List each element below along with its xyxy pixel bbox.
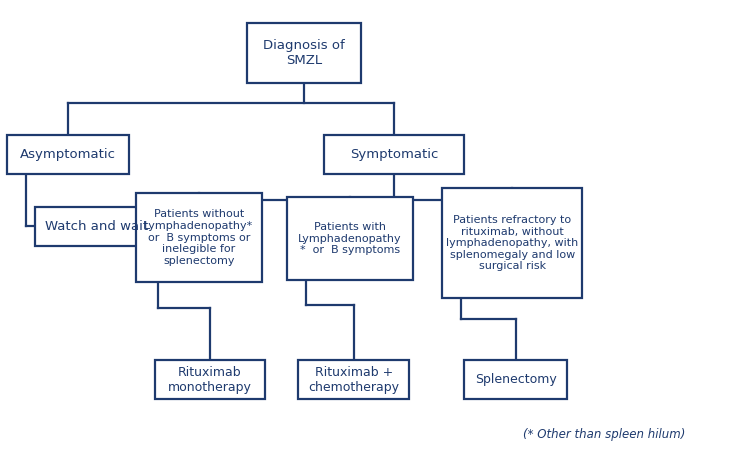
Text: Watch and wait: Watch and wait xyxy=(45,219,147,233)
FancyBboxPatch shape xyxy=(287,197,413,280)
Text: Diagnosis of
SMZL: Diagnosis of SMZL xyxy=(263,39,345,67)
Text: Patients without
Lymphadenopathy*
or  B symptoms or
inelegible for
splenectomy: Patients without Lymphadenopathy* or B s… xyxy=(144,209,254,266)
Text: Asymptomatic: Asymptomatic xyxy=(20,148,116,162)
FancyBboxPatch shape xyxy=(464,360,567,399)
FancyBboxPatch shape xyxy=(136,193,262,282)
FancyBboxPatch shape xyxy=(324,135,464,174)
Text: Splenectomy: Splenectomy xyxy=(475,373,556,386)
FancyBboxPatch shape xyxy=(442,188,582,298)
Text: Rituximab
monotherapy: Rituximab monotherapy xyxy=(168,366,252,394)
FancyBboxPatch shape xyxy=(35,207,157,246)
Text: Patients refractory to
rituximab, without
lymphadenopathy, with
splenomegaly and: Patients refractory to rituximab, withou… xyxy=(446,215,579,271)
Text: Symptomatic: Symptomatic xyxy=(350,148,439,162)
FancyBboxPatch shape xyxy=(155,360,265,399)
FancyBboxPatch shape xyxy=(298,360,409,399)
Text: (* Other than spleen hilum): (* Other than spleen hilum) xyxy=(523,428,685,441)
FancyBboxPatch shape xyxy=(247,23,361,83)
Text: Patients with
Lymphadenopathy
*  or  B symptoms: Patients with Lymphadenopathy * or B sym… xyxy=(298,222,402,255)
Text: Rituximab +
chemotherapy: Rituximab + chemotherapy xyxy=(308,366,399,394)
FancyBboxPatch shape xyxy=(7,135,129,174)
